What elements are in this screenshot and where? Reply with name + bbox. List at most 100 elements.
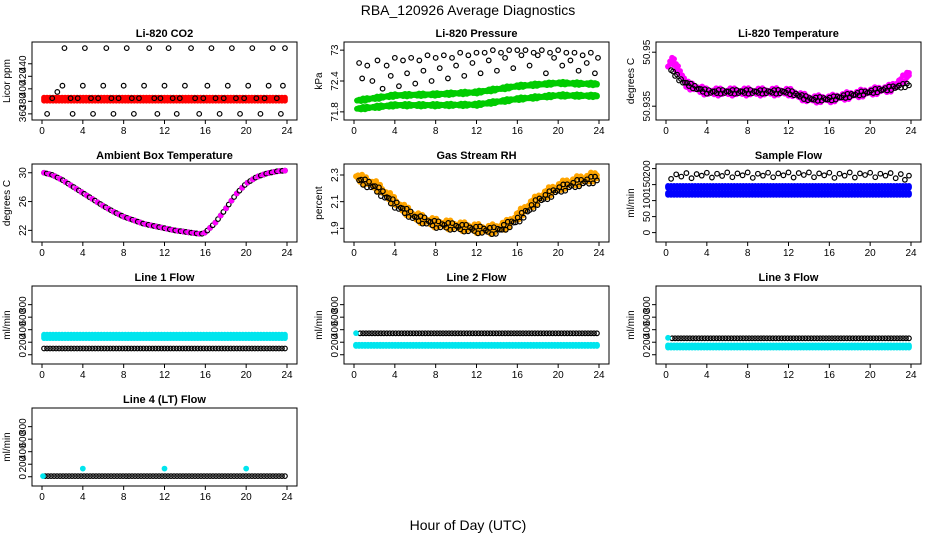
x-tick-label: 20 (865, 370, 877, 381)
data-point (123, 473, 129, 480)
x-tick-label: 0 (351, 126, 357, 137)
data-point (506, 224, 513, 231)
data-point (416, 330, 423, 337)
data-point (500, 221, 507, 228)
data-point (264, 473, 270, 480)
x-tick-label: 20 (553, 248, 565, 259)
data-point (888, 335, 895, 342)
data-point (454, 330, 461, 337)
data-point (840, 335, 847, 342)
x-tick-label: 24 (593, 370, 605, 381)
data-point (453, 62, 459, 69)
data-point (678, 173, 685, 180)
data-point (176, 95, 183, 102)
y-axis-label: degrees C (626, 58, 637, 104)
data-point (461, 228, 468, 235)
x-tick-label: 4 (80, 248, 86, 259)
x-tick-label: 8 (745, 370, 751, 381)
data-point (129, 473, 135, 480)
data-point (843, 335, 850, 342)
y-tick-label: 800 (18, 296, 29, 313)
data-point (78, 473, 84, 480)
data-point (150, 473, 156, 480)
data-point (87, 473, 93, 480)
data-point (213, 473, 219, 480)
data-point (81, 45, 88, 52)
x-tick-label: 4 (80, 492, 86, 503)
data-point (588, 173, 594, 180)
data-point (71, 345, 78, 352)
y-tick-label: 600 (18, 308, 29, 325)
data-point (502, 54, 508, 61)
data-point (684, 335, 690, 342)
data-point (209, 345, 216, 352)
data-point (233, 345, 240, 352)
data-point (364, 62, 371, 69)
data-point (821, 172, 828, 179)
data-point (466, 330, 473, 337)
y-tick-label: 26 (18, 196, 29, 208)
data-point (130, 110, 137, 117)
data-point (204, 473, 210, 480)
data-point (826, 169, 833, 176)
data-point (252, 473, 258, 480)
data-point (749, 335, 755, 342)
x-tick-label: 24 (281, 126, 293, 137)
data-point (882, 172, 889, 179)
data-point (374, 57, 381, 64)
data-point (239, 345, 246, 352)
data-point (817, 335, 824, 342)
data-point (155, 345, 162, 352)
data-point (198, 473, 204, 480)
data-point (410, 330, 417, 337)
data-point (158, 345, 165, 352)
data-point (356, 60, 363, 66)
data-point (156, 473, 162, 480)
data-point (379, 85, 386, 92)
data-layer (353, 330, 600, 349)
data-point (188, 345, 195, 352)
data-point (835, 335, 841, 342)
panel-title: Line 1 Flow (135, 272, 195, 284)
data-point (435, 218, 442, 225)
data-point (722, 335, 729, 342)
plot-frame (655, 41, 922, 121)
data-point (253, 95, 260, 102)
data-point (107, 345, 114, 352)
data-point (104, 345, 111, 352)
data-point (89, 345, 96, 352)
data-point (208, 45, 215, 52)
data-point (906, 190, 912, 197)
data-point (147, 473, 153, 480)
data-point (63, 473, 69, 480)
data-point (478, 330, 485, 337)
data-point (594, 330, 600, 337)
data-point (564, 330, 571, 337)
data-point (731, 335, 738, 342)
x-tick-label: 0 (351, 248, 357, 259)
x-tick-label: 0 (663, 370, 669, 381)
data-point (110, 110, 117, 117)
data-point (366, 330, 372, 337)
x-tick-label: 12 (159, 248, 171, 259)
data-point (563, 49, 570, 56)
data-point (823, 335, 829, 342)
page-title: RBA_120926 Average Diagnostics (360, 2, 576, 18)
data-point (481, 330, 488, 337)
data-point (719, 173, 726, 179)
data-point (393, 199, 400, 206)
data-point (192, 95, 199, 102)
data-point (758, 335, 764, 342)
data-point (245, 82, 252, 89)
data-point (499, 330, 506, 337)
data-point (387, 72, 394, 79)
data-point (117, 473, 123, 480)
data-point (171, 473, 177, 480)
data-point (119, 345, 126, 352)
data-point (498, 49, 504, 56)
data-point (177, 473, 183, 480)
x-tick-label: 12 (471, 370, 483, 381)
panel-3: Li-820 Temperature 0 4 8 12 16 20 24 50.935 50.95… (626, 28, 922, 137)
